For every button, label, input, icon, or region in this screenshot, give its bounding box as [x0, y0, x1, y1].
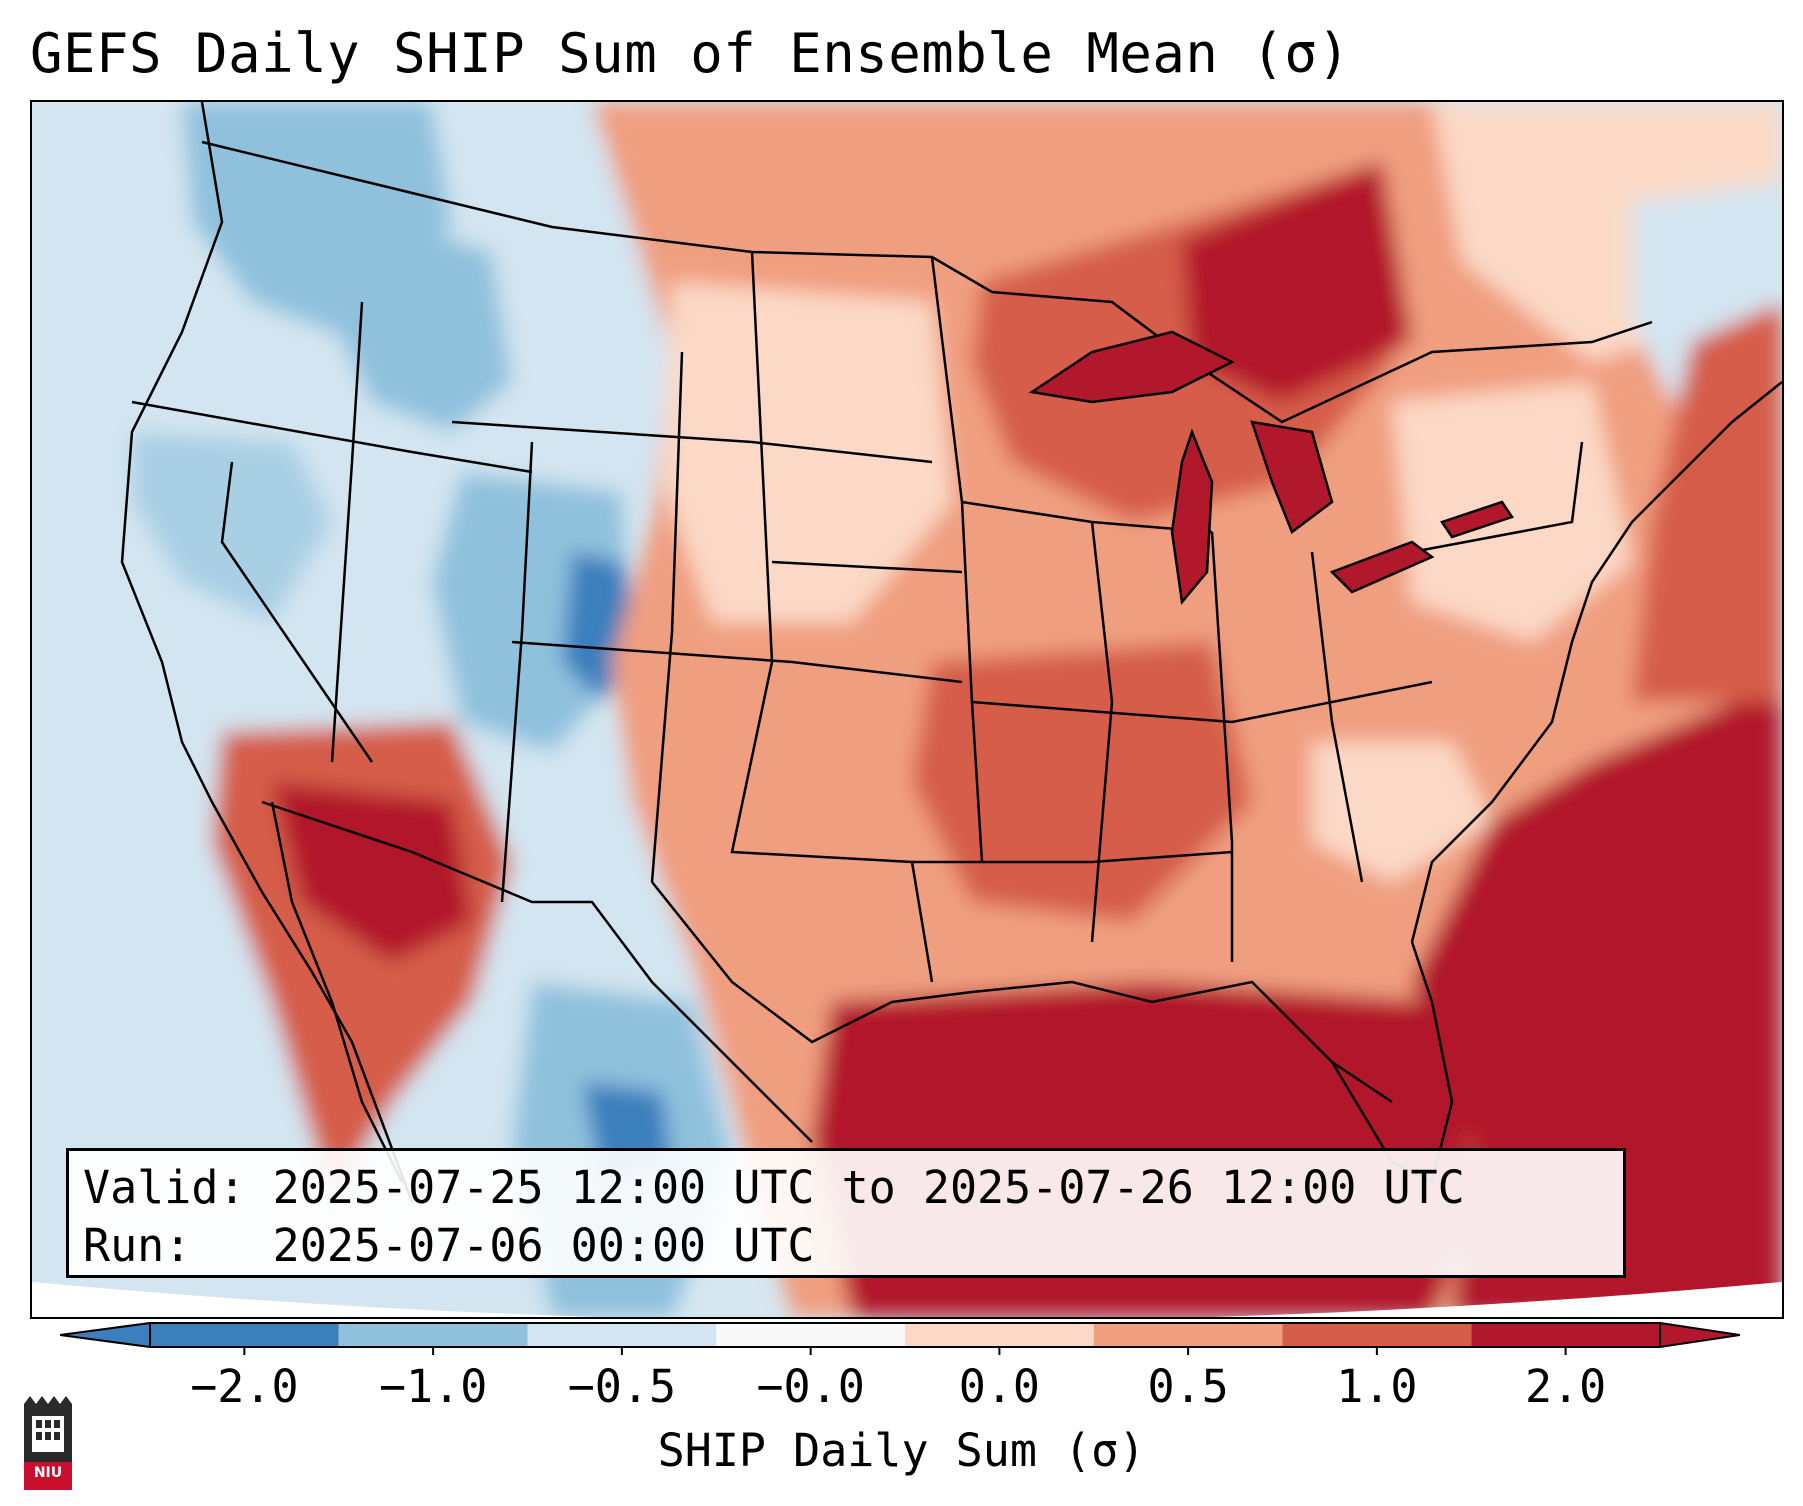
state-line-7 [511, 640, 963, 684]
ontario-deep-red [1182, 162, 1412, 402]
baja-coast [270, 801, 404, 1183]
colorbar-tick-label: 2.0 [1524, 1360, 1607, 1413]
state-line-17 [912, 850, 1233, 864]
east-coast [1410, 381, 1782, 943]
colorbar-segment-6 [1282, 1323, 1472, 1347]
state-line-1 [131, 400, 533, 474]
state-line-6 [451, 420, 933, 464]
northeast-light-patch [1392, 382, 1632, 642]
colorbar-extend-low [60, 1321, 151, 1349]
colorbar-tick-label: −0.0 [756, 1360, 865, 1413]
nevada-blue-patch [132, 432, 332, 622]
great-lakes [1028, 330, 1514, 605]
logo-text: NIU [33, 1465, 63, 1481]
colorbar-tick-label: 1.0 [1336, 1360, 1418, 1413]
canada-border [201, 140, 1653, 424]
mexico-border [261, 800, 813, 1143]
niu-logo-icon [24, 1396, 72, 1490]
colorbar-segments [60, 1321, 1740, 1355]
colorbar [60, 1321, 1740, 1355]
run-label: Run: [83, 1219, 192, 1272]
state-line-4 [500, 441, 534, 903]
arizona-deep-red [272, 782, 472, 962]
central-red [912, 642, 1252, 922]
state-line-2 [330, 301, 364, 763]
state-line-3 [220, 461, 374, 763]
state-line-5 [650, 351, 684, 883]
state-line-14 [1310, 551, 1364, 883]
projection-edge [32, 1282, 1782, 1317]
west-coast [120, 102, 414, 1203]
map-panel[interactable] [30, 100, 1784, 1319]
run-line: Run: 2025-07-06 00:00 UTC [83, 1217, 1609, 1275]
colorbar-label: SHIP Daily Sum (σ) [657, 1424, 1146, 1477]
state-line-8 [730, 251, 934, 983]
colorbar-segment-2 [527, 1323, 717, 1347]
florida-coast [1330, 941, 1454, 1184]
state-line-13 [1210, 531, 1234, 962]
colorbar-tick-label: 0.0 [958, 1360, 1041, 1413]
atlantic-north-red [1632, 302, 1782, 702]
lake-erie [1329, 540, 1435, 594]
colorbar-tick-label: −0.5 [567, 1360, 677, 1413]
valid-label: Valid: [83, 1161, 246, 1214]
colorbar-segment-4 [905, 1323, 1094, 1347]
colorbar-extend-high [1659, 1321, 1740, 1349]
chart-title: GEFS Daily SHIP Sum of Ensemble Mean (σ) [30, 22, 1351, 85]
ship-anomaly-map[interactable] [32, 102, 1782, 1317]
boundaries [120, 102, 1782, 1203]
state-line-9 [930, 256, 984, 863]
run-value: 2025-07-06 00:00 UTC [272, 1219, 815, 1272]
colorbar-segment-7 [1471, 1323, 1660, 1347]
colorbar-segment-0 [150, 1323, 339, 1347]
colorbar-outline [149, 1322, 1661, 1348]
colorbar-segment-1 [338, 1323, 528, 1347]
state-line-16 [771, 560, 963, 574]
colorbar-tick-label: −1.0 [378, 1360, 488, 1413]
lake-michigan [1170, 428, 1214, 605]
lake-huron [1250, 420, 1334, 534]
colorbar-tick-label: 0.5 [1147, 1360, 1229, 1413]
colorbar-segment-5 [1093, 1323, 1283, 1347]
state-line-11 [971, 680, 1433, 724]
lake-ontario [1440, 500, 1514, 539]
valid-run-info-box: Valid: 2025-07-25 12:00 UTC to 2025-07-2… [66, 1148, 1626, 1278]
lake-superior [1028, 330, 1235, 404]
plains-light-patch [662, 282, 952, 622]
state-line-15 [1411, 441, 1584, 554]
valid-line: Valid: 2025-07-25 12:00 UTC to 2025-07-2… [83, 1159, 1609, 1217]
gulf-coast [651, 881, 1393, 1104]
valid-value: 2025-07-25 12:00 UTC to 2025-07-26 12:00… [272, 1161, 1465, 1214]
idaho-blue-patch [332, 212, 512, 432]
colorbar-ticks: −2.0 −1.0 −0.5 −0.0 0.0 0.5 1.0 2.0 [0, 1360, 1803, 1420]
colorbar-segment-3 [716, 1323, 905, 1347]
colorbar-tick-label: −2.0 [190, 1360, 299, 1413]
